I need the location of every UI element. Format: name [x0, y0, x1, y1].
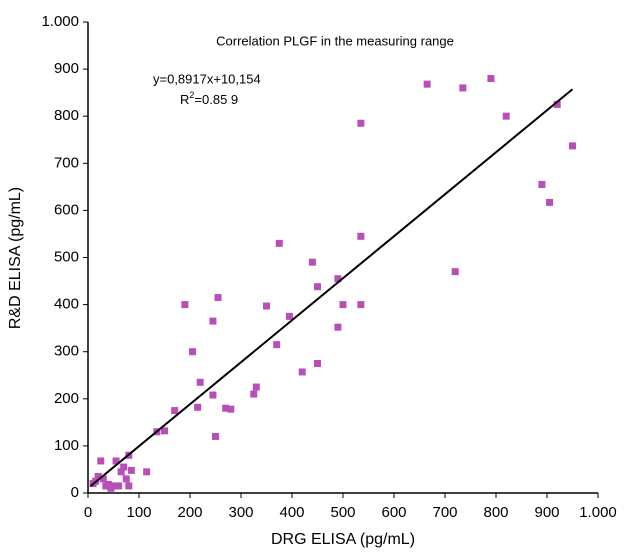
x-tick-label: 300: [228, 504, 253, 521]
point: [222, 404, 230, 412]
point: [209, 391, 217, 399]
point: [112, 457, 120, 465]
point: [194, 403, 202, 411]
point: [115, 482, 123, 490]
y-axis-label: R&D ELISA (pg/mL): [7, 187, 24, 329]
point: [209, 317, 217, 325]
point: [122, 475, 130, 483]
point: [357, 119, 365, 127]
point: [143, 468, 151, 476]
point: [357, 232, 365, 240]
point: [285, 312, 293, 320]
y-tick-label: 400: [54, 296, 79, 313]
x-tick-label: 1.000: [579, 504, 617, 521]
point: [273, 341, 281, 349]
y-tick-label: 100: [54, 437, 79, 454]
x-tick-label: 200: [177, 504, 202, 521]
point: [212, 432, 219, 440]
x-tick-label: 700: [432, 504, 457, 521]
point: [99, 475, 107, 483]
x-axis-label: DRG ELISA (pg/mL): [271, 531, 415, 548]
y-tick-label: 600: [54, 201, 79, 218]
y-tick-label: 1.000: [41, 13, 79, 30]
chart-title: Correlation PLGF in the measuring range: [216, 33, 454, 48]
point: [214, 294, 222, 302]
point: [227, 405, 235, 413]
point: [117, 468, 125, 476]
x-tick-label: 400: [279, 504, 304, 521]
point: [161, 427, 168, 435]
point: [104, 481, 112, 489]
x-tick-label: 800: [483, 504, 508, 521]
r2-base: R: [180, 92, 189, 107]
point: [334, 275, 342, 283]
x-tick-label: 900: [534, 504, 559, 521]
point: [487, 75, 495, 83]
point: [569, 142, 576, 150]
y-tick-label: 500: [54, 248, 79, 265]
equation: y=0,8917x+10,154: [153, 71, 261, 86]
point: [196, 378, 204, 386]
point: [171, 407, 179, 415]
r2-sup: 2: [189, 90, 194, 100]
point: [423, 80, 431, 88]
point: [125, 482, 133, 490]
y-tick-label: 800: [54, 107, 79, 124]
point: [502, 112, 510, 120]
y-tick-label: 200: [54, 390, 79, 407]
x-tick-label: 0: [84, 504, 92, 521]
point: [97, 457, 105, 465]
point: [298, 368, 306, 376]
point: [181, 301, 189, 309]
point: [127, 466, 135, 474]
y-tick-label: 700: [54, 154, 79, 171]
point: [94, 473, 102, 481]
r2-rest: =0.85 9: [194, 92, 238, 107]
point: [189, 348, 197, 356]
point: [110, 482, 117, 490]
point: [546, 198, 554, 206]
x-tick-label: 100: [126, 504, 151, 521]
point: [451, 268, 459, 276]
r-squared: R2=0.85 9: [180, 90, 238, 107]
regression-line: [89, 88, 574, 487]
x-tick-label: 500: [330, 504, 355, 521]
point: [538, 180, 546, 188]
point: [314, 359, 321, 367]
point: [263, 302, 270, 310]
point: [252, 383, 260, 391]
y-tick-label: 900: [54, 60, 79, 77]
point: [339, 301, 347, 309]
point: [459, 84, 467, 92]
point: [120, 463, 128, 471]
point: [357, 301, 365, 309]
y-tick-label: 0: [71, 484, 79, 501]
point: [334, 323, 342, 331]
point: [275, 239, 283, 247]
y-tick-label: 300: [54, 343, 79, 360]
x-tick-label: 600: [381, 504, 406, 521]
point: [553, 100, 561, 108]
point: [308, 258, 316, 266]
point: [314, 283, 321, 291]
point: [250, 390, 258, 398]
